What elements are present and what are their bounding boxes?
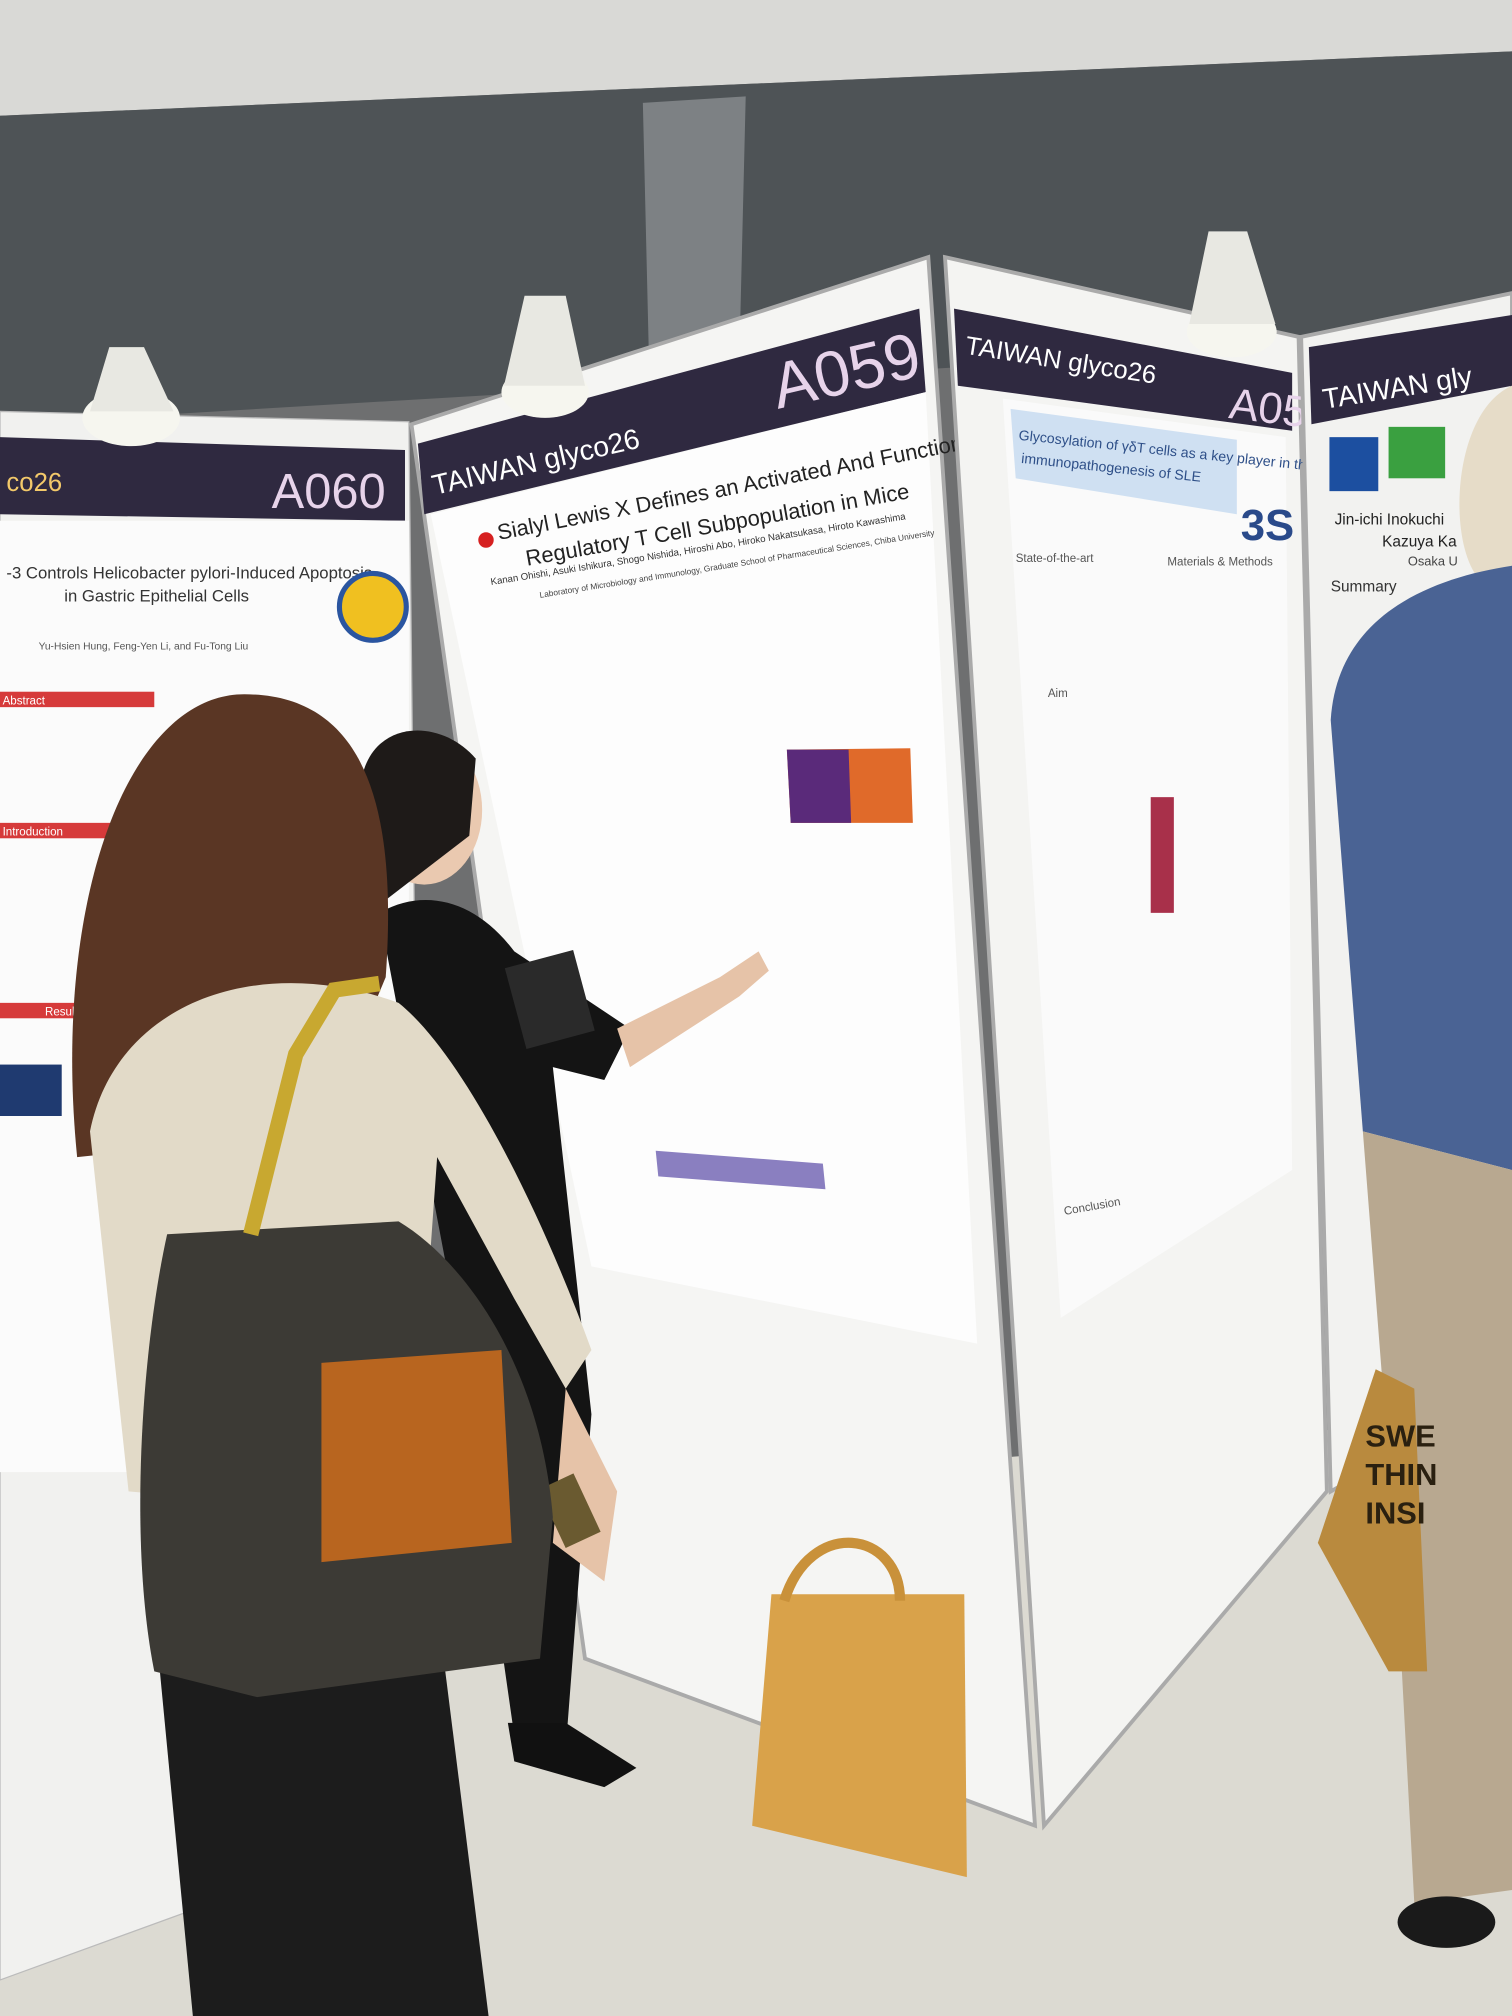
banner — [417, 308, 926, 515]
bag-handle — [779, 1537, 906, 1603]
section-heading: Results — [45, 1007, 84, 1019]
poster-authors: Yu-Hsien Hung, Feng-Yen Li, and Fu-Tong … — [39, 641, 249, 652]
section-bar — [0, 691, 155, 708]
bag-text: INSI — [1365, 1496, 1425, 1531]
bag-text: THIN — [1365, 1457, 1437, 1492]
figure — [1150, 797, 1174, 913]
section-heading: Summary — [1331, 578, 1397, 595]
logo — [336, 570, 409, 643]
folder — [504, 949, 595, 1049]
bag-strap — [243, 975, 381, 1237]
person-shirt — [1330, 565, 1512, 1170]
person-head — [1459, 385, 1512, 579]
lamp — [82, 347, 180, 447]
logo — [478, 532, 494, 548]
handbag-pocket — [321, 1350, 512, 1563]
logo — [1388, 426, 1446, 479]
lamp — [1186, 231, 1277, 358]
tote-bag — [1317, 1369, 1428, 1672]
banner-text: co26 — [6, 469, 62, 497]
poster-title: in Gastric Epithelial Cells — [64, 587, 249, 606]
poster-title: -3 Controls Helicobacter pylori-Induced … — [6, 564, 372, 583]
person-hair — [360, 730, 476, 900]
ceiling — [0, 0, 1512, 116]
section-heading: State-of-the-art — [1016, 553, 1095, 565]
poster-authors: Jin-ichi Inokuchi — [1335, 512, 1445, 529]
logo: 3S — [1241, 501, 1294, 550]
banner — [1308, 315, 1512, 425]
figure — [655, 1150, 826, 1190]
paper-bag — [752, 1594, 967, 1878]
heatmap — [786, 749, 852, 823]
section-heading: Materials & Methods — [1167, 557, 1273, 569]
person-shoe — [1397, 1896, 1496, 1948]
poster-authors: Kazuya Ka — [1382, 533, 1457, 550]
logo — [1329, 437, 1379, 492]
figure — [0, 1064, 62, 1116]
board-number: A060 — [272, 465, 386, 519]
section-heading: Introduction — [3, 827, 63, 839]
title-box — [1010, 408, 1237, 515]
banner — [954, 308, 1293, 431]
bag-text: SWE — [1365, 1418, 1435, 1453]
section-heading: Aim — [1048, 688, 1068, 700]
poster — [1002, 398, 1293, 1318]
lamp — [501, 295, 589, 418]
poster — [430, 392, 978, 1344]
section-bar — [0, 1002, 90, 1019]
poster-affiliation: Osaka U — [1408, 554, 1458, 569]
person-arm — [617, 951, 769, 1068]
person-shoe — [507, 1722, 637, 1788]
banner — [0, 437, 405, 521]
section-heading: Abstract — [3, 696, 46, 708]
phone — [538, 1473, 601, 1548]
person-pants — [1362, 1131, 1512, 1903]
pillar — [642, 96, 746, 373]
